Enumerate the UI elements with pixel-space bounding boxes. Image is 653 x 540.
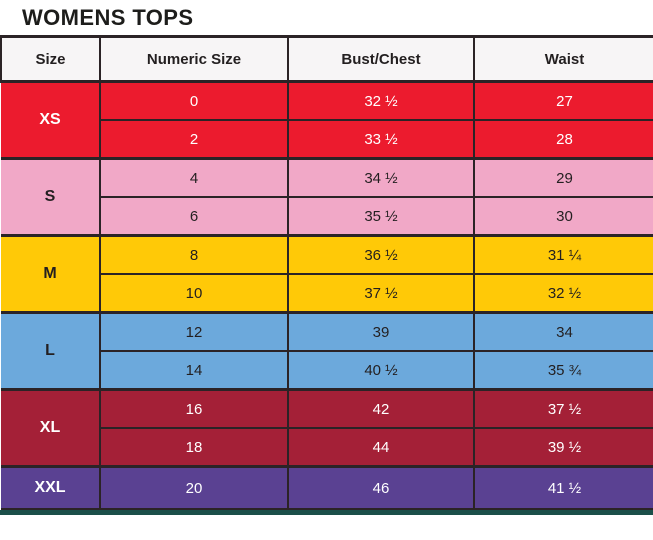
cell-waist: 41 ½ [473,466,653,510]
cell-bust-chest: 44 [287,428,474,468]
cell-numeric-size: 0 [99,81,288,121]
cell-numeric-size: 20 [99,466,288,510]
cell-waist: 27 [473,81,653,121]
cell-bust-chest: 35 ½ [287,197,474,237]
size-label-xxl: XXL [1,466,101,510]
table-row: M 8 36 ½ 31 ¼ [1,235,653,314]
cell-waist: 37 ½ [473,389,653,429]
cell-bust-chest: 33 ½ [287,120,474,160]
cell-waist: 30 [473,197,653,237]
table-row: 14 40 ½ 35 ¾ [1,351,653,391]
header-row: Size Numeric Size Bust/Chest Waist [0,36,653,83]
cell-numeric-size: 2 [99,120,288,160]
cell-bust-chest: 46 [287,466,474,510]
table-row: 6 35 ½ 30 [1,197,653,237]
cell-numeric-size: 16 [99,389,288,429]
table-row: 18 44 39 ½ [1,428,653,468]
table-row: 2 33 ½ 28 [1,120,653,160]
column-header-bust-chest: Bust/Chest [287,36,474,83]
cell-bust-chest: 39 [287,312,474,352]
cell-waist: 31 ¼ [473,235,653,275]
cell-bust-chest: 40 ½ [287,351,474,391]
cell-numeric-size: 18 [99,428,288,468]
cell-numeric-size: 4 [99,158,288,198]
column-header-size: Size [0,36,100,83]
cell-numeric-size: 6 [99,197,288,237]
size-label-s: S [1,158,101,237]
table-row: XXL 20 46 41 ½ [1,466,653,510]
cell-waist: 28 [473,120,653,160]
cell-waist: 29 [473,158,653,198]
table-row: XS 0 32 ½ 27 [1,81,653,160]
cell-numeric-size: 10 [99,274,288,314]
size-label-xl: XL [1,389,101,468]
size-label-m: M [1,235,101,314]
cell-waist: 39 ½ [473,428,653,468]
table-row: XL 16 42 37 ½ [1,389,653,468]
cell-numeric-size: 8 [99,235,288,275]
cell-bust-chest: 36 ½ [287,235,474,275]
size-label-xs: XS [1,81,101,160]
cell-waist: 32 ½ [473,274,653,314]
size-label-l: L [1,312,101,391]
table-row: 10 37 ½ 32 ½ [1,274,653,314]
cell-bust-chest: 37 ½ [287,274,474,314]
next-section-strip [0,510,653,515]
cell-bust-chest: 42 [287,389,474,429]
page-title: WOMENS TOPS [22,5,194,30]
cell-waist: 35 ¾ [473,351,653,391]
size-chart-table: Size Numeric Size Bust/Chest Waist XS 0 32… [0,35,653,510]
table-row: L 12 39 34 [1,312,653,391]
column-header-numeric-size: Numeric Size [99,36,288,83]
cell-bust-chest: 32 ½ [287,81,474,121]
cell-numeric-size: 12 [99,312,288,352]
cell-numeric-size: 14 [99,351,288,391]
table-row: S 4 34 ½ 29 [1,158,653,237]
column-header-waist: Waist [473,36,653,83]
cell-bust-chest: 34 ½ [287,158,474,198]
cell-waist: 34 [473,312,653,352]
